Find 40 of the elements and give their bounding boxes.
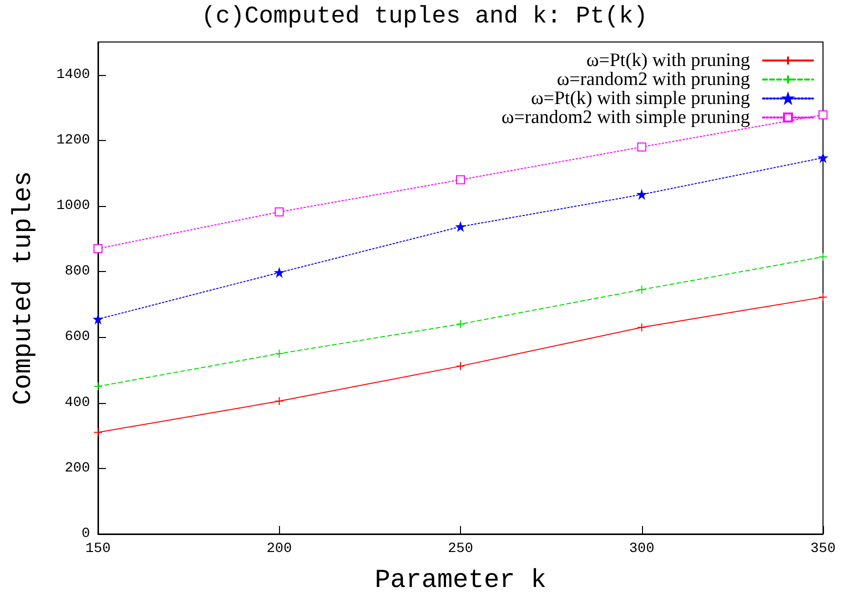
x-tick-label: 250 <box>448 541 474 557</box>
point <box>94 314 102 324</box>
y-tick-label: 800 <box>64 264 90 280</box>
point <box>274 349 284 358</box>
y-tick-label: 1000 <box>56 198 90 214</box>
y-tick-label: 600 <box>64 329 90 346</box>
x-tick-label: 200 <box>266 541 292 557</box>
point <box>94 244 102 254</box>
point <box>637 285 646 294</box>
point <box>456 175 465 184</box>
legend-label: ω=random2 with pruning <box>556 69 750 90</box>
point <box>456 362 465 371</box>
point <box>274 268 284 278</box>
y-tick-label: 400 <box>64 394 90 411</box>
y-axis-title: Computed tuples <box>8 170 38 406</box>
point <box>818 252 828 262</box>
point <box>274 207 284 216</box>
point <box>818 110 828 120</box>
point <box>94 428 102 437</box>
legend-label: ω=Pt(k) with simple pruning <box>530 88 750 109</box>
point <box>456 320 465 329</box>
x-tick-label: 300 <box>629 541 654 557</box>
x-tick-label: 150 <box>85 541 111 557</box>
point <box>94 382 102 391</box>
point <box>274 396 284 406</box>
y-tick-label: 1400 <box>56 66 90 83</box>
point <box>637 142 646 152</box>
y-tick-label: 0 <box>82 526 90 542</box>
x-tick-label: 350 <box>810 541 836 557</box>
point <box>818 292 828 302</box>
point <box>818 153 828 162</box>
point <box>637 190 646 200</box>
legend-label: ω=random2 with simple pruning <box>501 107 750 128</box>
legend-label: ω=Pt(k) with pruning <box>586 50 750 71</box>
point <box>456 222 465 232</box>
y-tick-label: 1200 <box>56 132 90 148</box>
x-axis-title: Parameter k <box>374 565 546 595</box>
chart-title: (c)Computed tuples and k: Pt(k) <box>201 4 648 30</box>
point <box>637 322 646 332</box>
y-tick-label: 200 <box>64 460 90 476</box>
